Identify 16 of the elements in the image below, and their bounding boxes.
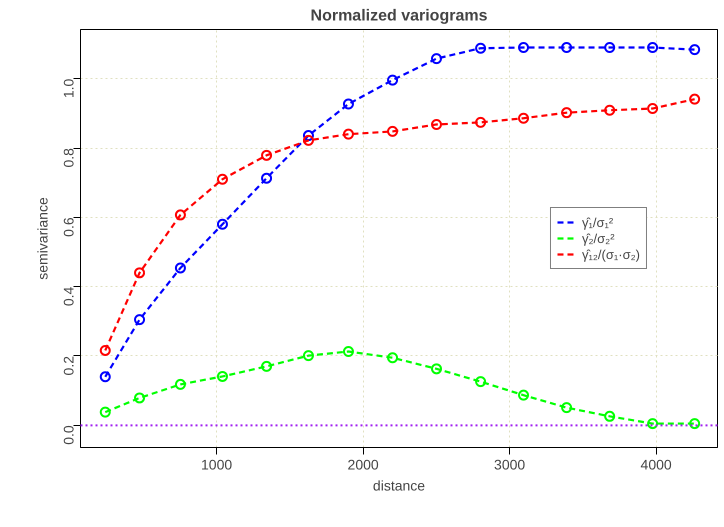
x-tick-label: 3000: [494, 456, 526, 472]
y-tick-label: 1.0: [60, 78, 76, 98]
legend-label: γ̂₁/σ₁²: [582, 214, 614, 230]
legend-label: γ̂₂/σ₂²: [582, 230, 615, 246]
y-tick-label: 0.0: [60, 425, 76, 445]
x-axis-title: distance: [372, 478, 426, 494]
x-tick-label: 2000: [348, 456, 379, 472]
y-tick-label: 0.2: [60, 356, 76, 376]
x-tick-label: 1000: [201, 456, 232, 472]
y-tick-label: 0.4: [60, 286, 76, 306]
legend-label: γ̂₁₂/(σ₁·σ₂): [582, 246, 640, 262]
y-tick-label: 0.8: [60, 148, 76, 168]
y-tick-label: 0.6: [60, 217, 76, 237]
chart-title: Normalized variograms: [310, 8, 488, 24]
y-axis-title: semivariance: [34, 197, 50, 280]
x-tick-label: 4000: [640, 456, 672, 472]
